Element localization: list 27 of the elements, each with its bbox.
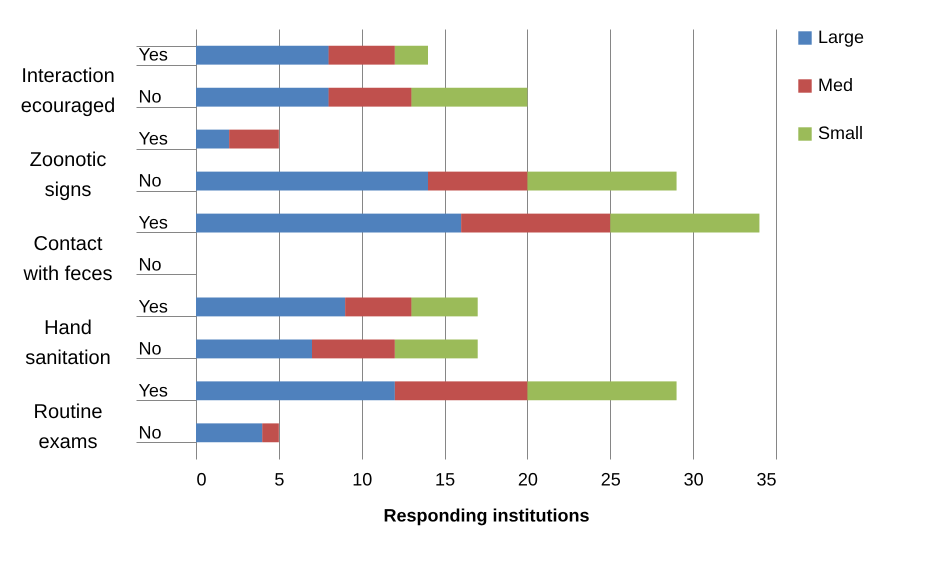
x-axis-title: Responding institutions: [384, 506, 590, 526]
y-tick-label: No: [138, 86, 162, 107]
x-tick-label: 0: [196, 470, 207, 490]
x-tick-label: 20: [518, 470, 538, 490]
legend-label: Small: [818, 123, 864, 143]
text: Interaction ecouraged: [20, 65, 116, 118]
x-tick-label: 15: [435, 470, 456, 490]
y-tick-label: No: [138, 254, 162, 274]
x-tick-label: 35: [756, 470, 776, 490]
x-tick-label: 5: [274, 470, 284, 490]
y-tick-label: Yes: [138, 296, 168, 316]
y-tick-label: Yes: [138, 212, 168, 233]
x-tick-label: 10: [352, 470, 372, 490]
y-tick-label: Yes: [138, 380, 168, 400]
legend-label: Med: [818, 75, 854, 95]
x-tick-label: 25: [600, 470, 621, 490]
text: Hand sanitation: [25, 316, 111, 369]
y-tick-label: No: [138, 338, 162, 358]
y-tick-label: No: [138, 422, 162, 442]
legend-label: Large: [818, 27, 864, 47]
text: Zoonotic signs: [30, 149, 106, 202]
y-tick-label: No: [138, 170, 162, 191]
y-tick-label: Yes: [138, 44, 168, 65]
text: Routine exams: [34, 400, 102, 453]
y-tick-label: Yes: [138, 128, 168, 149]
x-tick-label: 30: [684, 470, 704, 490]
text: Contact with feces: [22, 233, 112, 285]
